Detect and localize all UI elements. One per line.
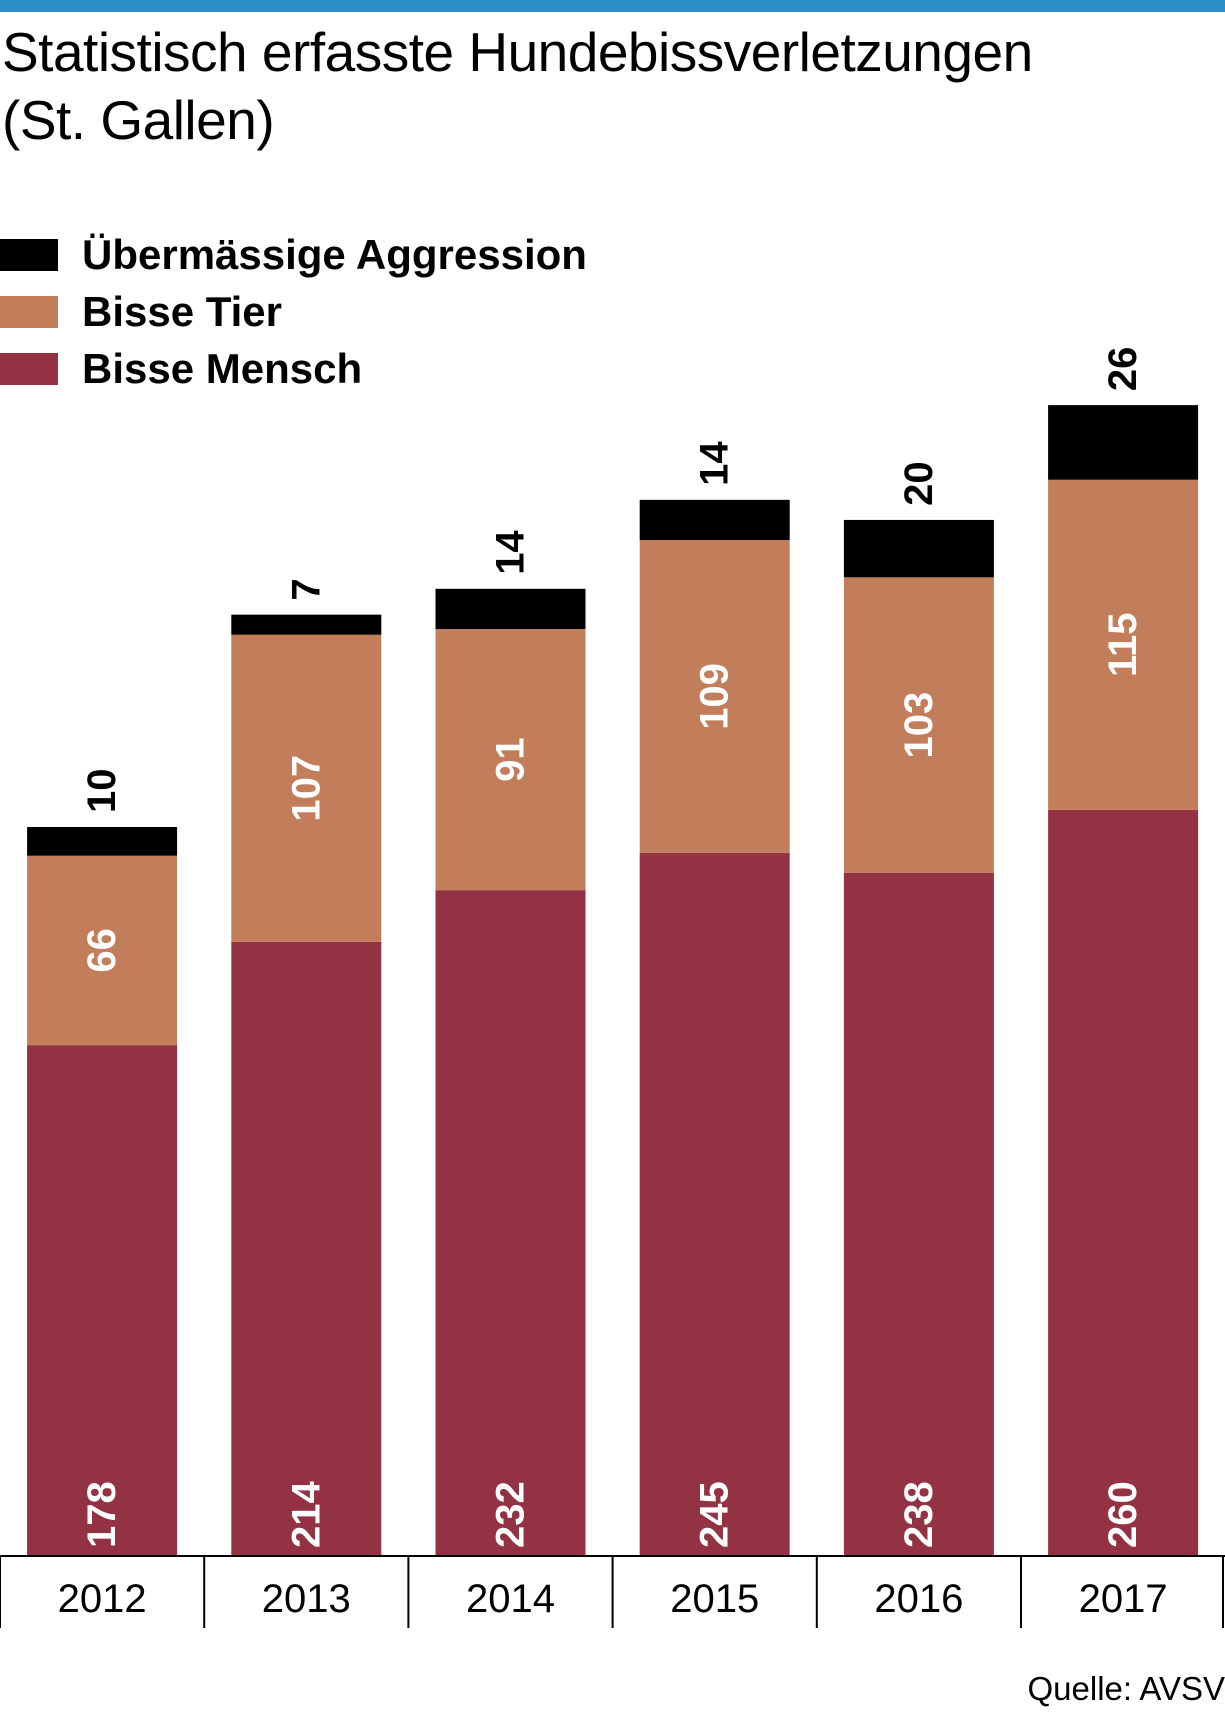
label-tier-2012: 66 (80, 928, 124, 973)
tick-label-2017: 2017 (1079, 1577, 1168, 1621)
legend-item-tier: Bisse Tier (0, 283, 587, 340)
tick-label-2015: 2015 (670, 1577, 759, 1621)
label-aggression-2016: 20 (897, 461, 941, 506)
bar-aggression-2017 (1048, 405, 1199, 480)
legend-item-aggression: Übermässige Aggression (0, 226, 587, 283)
bar-mensch-2012 (27, 1045, 178, 1556)
legend: Übermässige Aggression Bisse Tier Bisse … (0, 226, 587, 397)
label-aggression-2013: 7 (284, 578, 328, 600)
bar-mensch-2015 (639, 852, 790, 1556)
bar-mensch-2017 (1048, 809, 1199, 1556)
legend-label-tier: Bisse Tier (82, 287, 283, 335)
legend-swatch-mensch (0, 352, 58, 385)
label-tier-2015: 109 (693, 663, 737, 730)
bar-tier-2013 (231, 634, 382, 942)
title-line-2: (St. Gallen) (2, 89, 275, 151)
label-mensch-2016: 238 (897, 1481, 941, 1548)
bar-mensch-2013 (231, 941, 382, 1556)
bar-tier-2015 (639, 540, 790, 853)
label-aggression-2015: 14 (693, 441, 737, 486)
source-note: Quelle: AVSV (1027, 1670, 1225, 1707)
tick-label-2012: 2012 (58, 1577, 147, 1621)
tick-label-2013: 2013 (262, 1577, 351, 1621)
label-tier-2016: 103 (897, 692, 941, 759)
legend-label-mensch: Bisse Mensch (82, 344, 363, 392)
title-line-1: Statistisch erfasste Hundebissverletzung… (2, 21, 1033, 83)
top-accent-bar (0, 0, 1225, 12)
bar-tier-2014 (435, 628, 586, 891)
legend-swatch-aggression (0, 238, 58, 271)
bar-aggression-2014 (435, 588, 586, 629)
legend-swatch-tier (0, 295, 58, 328)
label-aggression-2012: 10 (80, 769, 124, 814)
bar-mensch-2014 (435, 890, 586, 1556)
label-mensch-2014: 232 (489, 1481, 533, 1548)
label-aggression-2014: 14 (489, 530, 533, 575)
tick-label-2016: 2016 (874, 1577, 963, 1621)
bar-aggression-2012 (27, 827, 178, 856)
label-aggression-2017: 26 (1101, 347, 1145, 392)
legend-item-mensch: Bisse Mensch (0, 340, 587, 397)
label-tier-2017: 115 (1101, 613, 1145, 678)
chart-title: Statistisch erfasste Hundebissverletzung… (2, 18, 1212, 154)
label-tier-2014: 91 (489, 737, 533, 782)
legend-label-aggression: Übermässige Aggression (82, 230, 587, 278)
bar-mensch-2016 (843, 872, 994, 1556)
label-mensch-2013: 214 (284, 1481, 328, 1548)
bar-tier-2016 (843, 577, 994, 873)
bar-aggression-2016 (843, 519, 994, 578)
label-mensch-2017: 260 (1101, 1481, 1145, 1548)
tick-label-2014: 2014 (466, 1577, 555, 1621)
label-mensch-2015: 245 (693, 1481, 737, 1548)
bar-tier-2017 (1048, 479, 1199, 810)
label-tier-2013: 107 (284, 755, 328, 822)
label-mensch-2012: 178 (80, 1481, 124, 1548)
bar-aggression-2013 (231, 614, 382, 635)
bar-aggression-2015 (639, 499, 790, 541)
bar-tier-2012 (27, 855, 178, 1046)
